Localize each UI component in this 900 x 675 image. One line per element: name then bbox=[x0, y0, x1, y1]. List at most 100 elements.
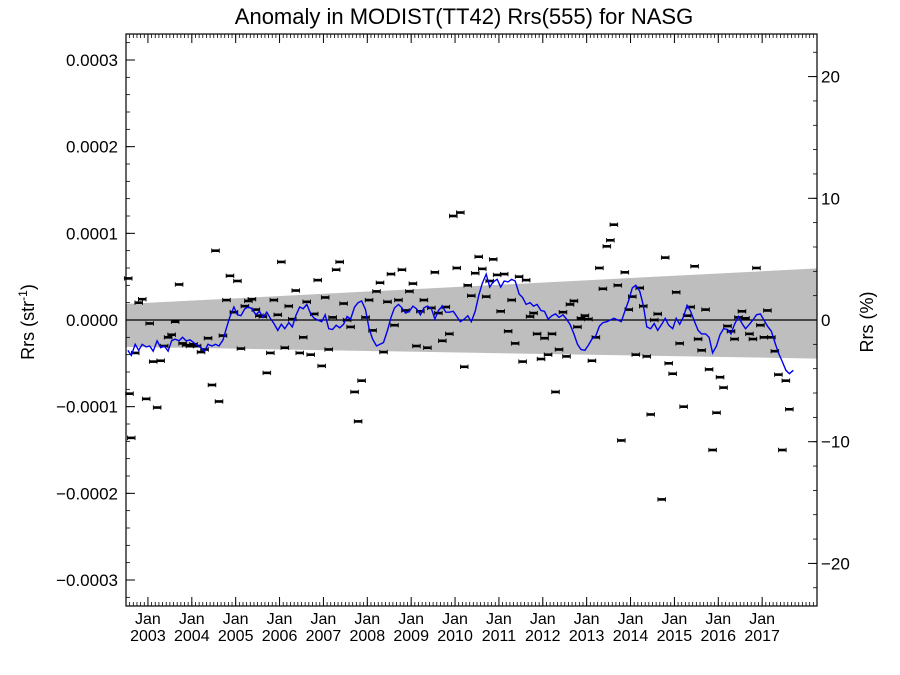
anomaly-point bbox=[141, 396, 151, 402]
x-tick-year-label: 2017 bbox=[744, 628, 780, 645]
anomaly-point bbox=[514, 274, 524, 279]
right-tick-label: 20 bbox=[821, 68, 840, 87]
uncertainty-band bbox=[126, 268, 817, 359]
anomaly-point bbox=[602, 244, 612, 249]
anomaly-point bbox=[496, 309, 505, 314]
chart-title: Anomaly in MODIST(TT42) Rrs(555) for NAS… bbox=[235, 4, 693, 29]
left-axis-title: Rrs (str-1) bbox=[16, 284, 38, 360]
anomaly-point bbox=[284, 303, 294, 309]
left-tick-label: 0.0000 bbox=[66, 311, 118, 330]
anomaly-point bbox=[518, 359, 527, 364]
anomaly-point bbox=[383, 299, 392, 304]
anomaly-point bbox=[598, 286, 608, 291]
anomaly-point bbox=[291, 288, 301, 293]
anomaly-point bbox=[584, 316, 593, 322]
x-tick-year-label: 2005 bbox=[218, 628, 254, 645]
anomaly-point bbox=[748, 336, 758, 342]
anomaly-point bbox=[375, 280, 385, 285]
anomaly-point bbox=[379, 349, 388, 355]
anomaly-point bbox=[408, 281, 418, 286]
anomaly-point bbox=[660, 255, 670, 260]
anomaly-point bbox=[715, 375, 725, 380]
anomaly-point bbox=[529, 310, 538, 316]
anomaly-point bbox=[430, 270, 440, 275]
anomaly-point bbox=[397, 267, 407, 272]
anomaly-point bbox=[613, 283, 623, 288]
x-axis: Jan2003Jan2004Jan2005Jan2006Jan2007Jan20… bbox=[125, 34, 818, 645]
anomaly-point bbox=[675, 341, 684, 346]
anomaly-point bbox=[364, 297, 374, 303]
anomaly-point bbox=[580, 313, 590, 318]
x-tick-year-label: 2008 bbox=[350, 628, 386, 645]
anomaly-point bbox=[653, 311, 662, 317]
anomaly-point bbox=[565, 302, 575, 307]
anomaly-point bbox=[320, 295, 330, 300]
anomaly-point bbox=[719, 385, 728, 390]
anomaly-point bbox=[532, 331, 542, 337]
right-y-axis: 20 10 0 −10 −20 bbox=[808, 51, 850, 589]
right-axis-title: Rrs (%) bbox=[857, 292, 877, 353]
anomaly-point bbox=[467, 293, 476, 298]
anomaly-point bbox=[372, 289, 381, 294]
x-tick-month-label: Jan bbox=[398, 611, 424, 628]
left-tick-label: −0.0002 bbox=[56, 484, 118, 503]
anomaly-point bbox=[477, 266, 487, 272]
anomaly-point bbox=[712, 410, 721, 415]
anomaly-point bbox=[569, 298, 579, 304]
right-tick-label: −20 bbox=[821, 554, 850, 573]
anomaly-point bbox=[737, 309, 747, 314]
anomaly-point bbox=[266, 350, 275, 356]
anomaly-point bbox=[503, 329, 513, 334]
left-axis-title-superscript: -1 bbox=[16, 290, 30, 301]
anomaly-point bbox=[233, 278, 242, 284]
anomaly-point bbox=[595, 265, 604, 271]
anomaly-point bbox=[339, 301, 348, 306]
anomaly-point bbox=[295, 350, 304, 356]
anomaly-point bbox=[273, 312, 283, 317]
anomaly-point bbox=[174, 282, 184, 287]
smoothed-anomaly-line bbox=[127, 271, 794, 375]
anomaly-point bbox=[156, 358, 165, 363]
anomaly-point bbox=[324, 347, 333, 352]
anomaly-point bbox=[657, 497, 666, 502]
anomaly-point bbox=[671, 290, 681, 295]
x-tick-year-label: 2007 bbox=[306, 628, 342, 645]
anomaly-point bbox=[664, 361, 673, 366]
anomaly-point bbox=[145, 321, 154, 326]
anomaly-point bbox=[236, 346, 246, 351]
anomaly-point bbox=[587, 358, 597, 363]
x-tick-month-label: Jan bbox=[311, 611, 337, 628]
x-tick-year-label: 2003 bbox=[130, 628, 166, 645]
x-tick-month-label: Jan bbox=[486, 611, 512, 628]
anomaly-point bbox=[170, 319, 180, 324]
plot-area bbox=[123, 33, 818, 607]
anomaly-point bbox=[488, 257, 498, 262]
anomaly-point bbox=[207, 382, 217, 388]
anomaly-point bbox=[745, 331, 754, 337]
anomaly-point bbox=[353, 419, 363, 424]
x-tick-year-label: 2006 bbox=[262, 628, 298, 645]
anomaly-point bbox=[781, 378, 791, 383]
anomaly-point bbox=[668, 371, 677, 376]
anomaly-point bbox=[774, 372, 783, 377]
anomaly-point bbox=[697, 348, 706, 353]
anomaly-point bbox=[701, 307, 710, 312]
anomaly-point bbox=[211, 248, 220, 253]
anomaly-point bbox=[679, 404, 688, 409]
anomaly-point bbox=[335, 259, 344, 265]
left-tick-label: 0.0002 bbox=[66, 138, 118, 157]
left-axis-title-text: Rrs (str bbox=[18, 301, 38, 360]
anomaly-point bbox=[507, 297, 516, 303]
anomaly-point bbox=[412, 343, 421, 349]
anomaly-point bbox=[225, 273, 235, 278]
anomaly-point bbox=[280, 345, 290, 350]
anomaly-point bbox=[456, 210, 465, 215]
x-tick-month-label: Jan bbox=[135, 611, 161, 628]
anomaly-point bbox=[474, 254, 483, 259]
anomaly-point bbox=[752, 265, 761, 271]
anomaly-point bbox=[543, 352, 553, 357]
anomaly-point bbox=[452, 265, 462, 271]
right-tick-label: 10 bbox=[821, 189, 840, 208]
anomaly-point bbox=[277, 259, 286, 265]
